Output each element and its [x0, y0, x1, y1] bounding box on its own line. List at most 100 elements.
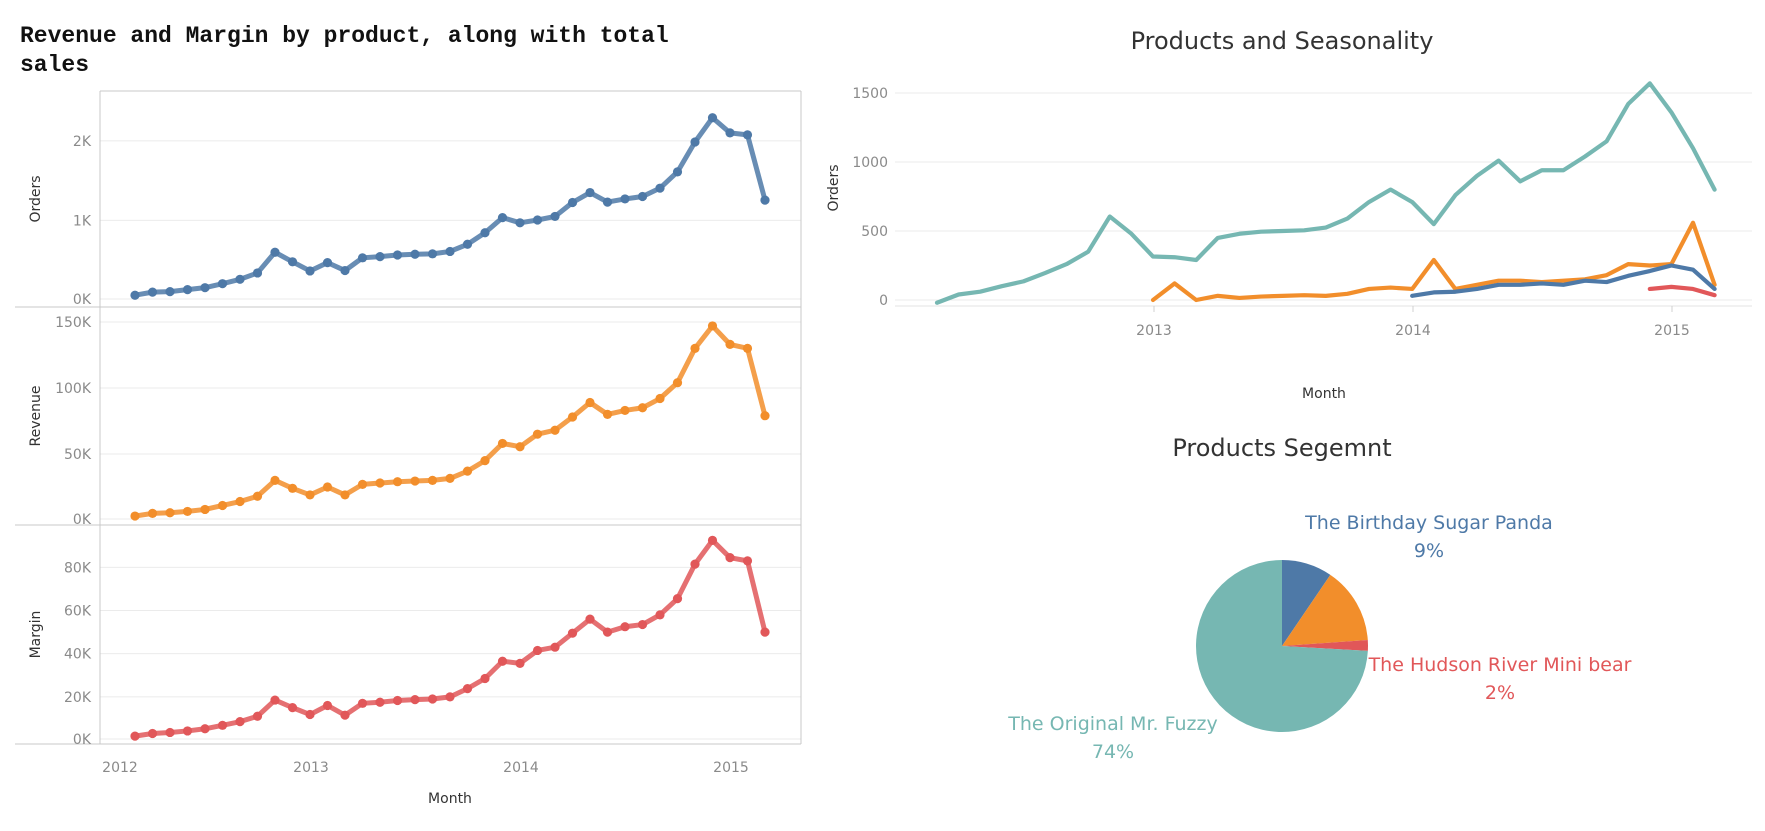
data-point	[182, 285, 193, 295]
pie-slice-percent: 9%	[1414, 540, 1444, 562]
data-point	[602, 627, 613, 637]
data-point	[340, 490, 350, 500]
data-point	[637, 191, 648, 202]
seasonality-chart-title: Products and Seasonality	[1131, 27, 1434, 55]
data-point	[602, 197, 613, 207]
data-point	[515, 218, 525, 228]
data-point	[550, 425, 560, 435]
left-gridlines	[100, 140, 801, 740]
data-point	[567, 412, 578, 422]
pie-slice-label: The Birthday Sugar Panda	[1304, 512, 1553, 534]
data-point	[270, 475, 280, 485]
series-line	[1410, 263, 1717, 298]
x-tick-label: 2015	[1654, 323, 1690, 339]
data-point	[532, 215, 543, 225]
data-point	[725, 128, 735, 138]
y-tick-label: 1000	[852, 155, 888, 171]
data-point	[760, 195, 770, 205]
data-point	[217, 720, 228, 730]
data-point	[165, 287, 175, 297]
segment-chart-title: Products Segemnt	[1172, 434, 1391, 462]
data-point	[445, 246, 455, 257]
seasonality-chart: Products and Seasonality 1500 1000 500 0 20…	[826, 27, 1752, 402]
data-point	[637, 619, 648, 630]
data-point	[217, 279, 228, 289]
data-point	[340, 265, 350, 276]
pie-slice	[1196, 560, 1368, 732]
segment-pie-labels: The Birthday Sugar Panda 9% The Hudson Riv…	[1007, 512, 1631, 763]
data-point	[725, 553, 735, 563]
data-point	[690, 343, 700, 353]
data-point	[515, 442, 525, 452]
y-tick-label: 80K	[64, 560, 92, 576]
y-tick-label: 0K	[73, 512, 92, 528]
data-point	[252, 491, 263, 501]
data-point	[322, 257, 333, 268]
data-point	[182, 726, 193, 736]
x-tick-label: 2014	[1395, 323, 1431, 339]
data-point	[357, 698, 368, 708]
y-tick-label: 1500	[852, 86, 888, 102]
data-point	[445, 473, 455, 484]
segment-pie	[1196, 560, 1369, 732]
data-point	[655, 183, 665, 193]
y-tick-label: 2K	[73, 134, 92, 150]
data-point	[620, 194, 630, 204]
data-point	[130, 290, 140, 300]
y-axis-label: Margin	[28, 611, 44, 659]
data-point	[602, 409, 613, 419]
data-point	[672, 167, 683, 177]
pie-slice	[1282, 574, 1368, 646]
y-tick-label: 50K	[64, 447, 92, 463]
data-point	[585, 397, 595, 408]
data-point	[287, 257, 298, 267]
data-point	[515, 658, 525, 668]
data-point	[550, 642, 560, 652]
data-point	[707, 535, 718, 545]
data-point	[620, 622, 630, 632]
data-point	[690, 559, 700, 569]
data-point	[707, 113, 718, 123]
data-point	[760, 411, 770, 421]
data-point	[252, 711, 263, 721]
data-point	[532, 645, 543, 656]
data-point	[742, 130, 753, 140]
pie-slice-percent: 74%	[1092, 741, 1134, 763]
y-tick-label: 0K	[73, 732, 92, 748]
data-point	[200, 283, 210, 293]
data-point	[235, 717, 245, 727]
data-point	[305, 709, 315, 720]
data-point	[322, 700, 333, 711]
series-line	[132, 115, 768, 298]
data-point	[480, 455, 490, 466]
data-point	[742, 343, 753, 353]
seasonality-series	[934, 81, 1717, 305]
series-line	[1647, 284, 1717, 298]
data-point	[410, 695, 420, 705]
data-point	[462, 239, 473, 249]
data-point	[375, 252, 385, 262]
data-point	[655, 393, 665, 404]
data-point	[305, 266, 315, 276]
data-point	[375, 697, 385, 707]
x-tick-label: 2012	[102, 760, 138, 776]
data-point	[462, 466, 473, 476]
data-point	[392, 477, 403, 487]
data-point	[130, 511, 140, 521]
data-point	[287, 483, 298, 493]
seasonality-y-axis-label: Orders	[826, 164, 842, 211]
y-tick-label: 40K	[64, 647, 92, 663]
data-point	[550, 211, 560, 222]
data-point	[235, 274, 245, 284]
left-panel: 2K 1K 0K Orders 150K 100K 50K 0K Revenue 80K 60K 40…	[15, 90, 802, 807]
y-tick-label: 60K	[64, 604, 92, 620]
left-y-tick-labels: 2K 1K 0K Orders 150K 100K 50K 0K Revenue 80K 60K 40…	[28, 134, 92, 748]
series-line	[1150, 220, 1717, 303]
data-point	[305, 490, 315, 500]
pie-slice-label: The Original Mr. Fuzzy	[1007, 713, 1217, 735]
data-point	[620, 405, 630, 416]
left-series	[130, 113, 770, 741]
x-tick-label: 2013	[1136, 323, 1172, 339]
data-point	[340, 710, 350, 720]
